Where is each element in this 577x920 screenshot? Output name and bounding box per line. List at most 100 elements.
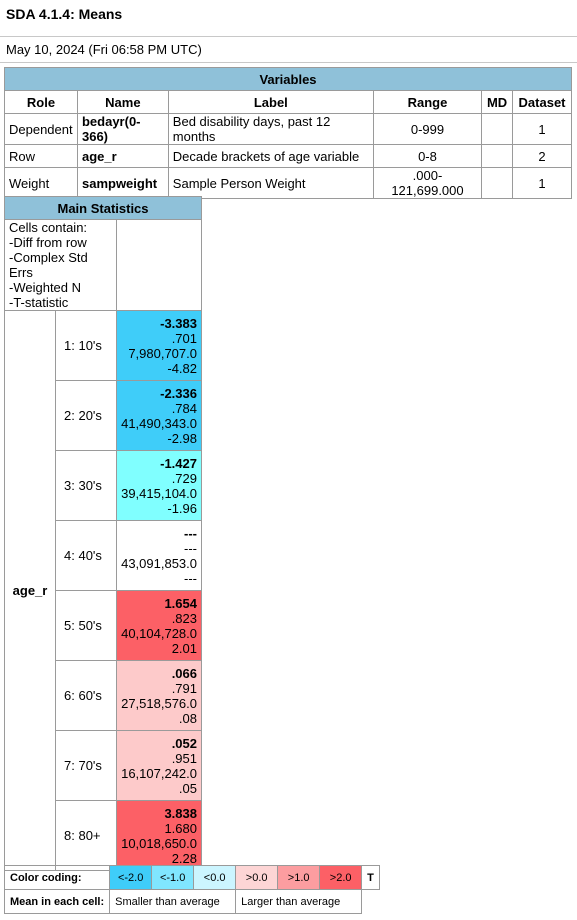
cells-contain-item: -Complex Std Errs bbox=[9, 250, 88, 280]
variables-table: Variables Role Name Label Range MD Datas… bbox=[4, 67, 572, 199]
cells-contain-item: -Diff from row bbox=[9, 235, 87, 250]
var-range: 0-999 bbox=[372, 113, 483, 145]
stat-cell: -1.427.729 39,415,104.0 -1.96 bbox=[116, 450, 202, 521]
row-label: 4: 40's bbox=[55, 520, 118, 591]
var-role: Dependent bbox=[4, 113, 78, 145]
cell-mean: .066 bbox=[171, 665, 197, 681]
cell-std-err: .729 bbox=[171, 470, 197, 486]
cell-mean: -3.383 bbox=[160, 315, 197, 331]
row-label: 7: 70's bbox=[55, 730, 118, 801]
page-header: SDA 4.1.4: Means bbox=[0, 0, 577, 37]
legend-swatch: <-1.0 bbox=[151, 865, 195, 890]
cell-t-stat: 2.01 bbox=[171, 640, 197, 656]
cell-t-stat: --- bbox=[184, 570, 197, 586]
stat-cell: .066.791 27,518,576.0.08 bbox=[116, 660, 202, 731]
t-label: T bbox=[361, 865, 380, 890]
smaller-than-average: Smaller than average bbox=[109, 889, 237, 914]
cell-mean: --- bbox=[184, 525, 197, 541]
main-caption: Main Statistics bbox=[4, 196, 202, 220]
stat-cell: -2.336.784 41,490,343.0 -2.98 bbox=[116, 380, 202, 451]
run-date: May 10, 2024 (Fri 06:58 PM UTC) bbox=[6, 42, 202, 57]
cell-weighted-n: 7,980,707.0 bbox=[128, 345, 197, 361]
stat-cell: --- --- 43,091,853.0 --- bbox=[116, 520, 202, 591]
row-label: 5: 50's bbox=[55, 590, 118, 661]
cells-contain-title: Cells contain: bbox=[9, 220, 88, 235]
cell-t-stat: -4.82 bbox=[167, 360, 197, 376]
cell-t-stat: 2.28 bbox=[171, 850, 197, 866]
row-label: 8: 80+ bbox=[55, 800, 118, 871]
row-label: 6: 60's bbox=[55, 660, 118, 731]
var-range: 0-8 bbox=[372, 144, 483, 168]
date-bar: May 10, 2024 (Fri 06:58 PM UTC) bbox=[0, 37, 577, 63]
cell-weighted-n: 27,518,576.0 bbox=[121, 695, 197, 711]
cell-mean: .052 bbox=[171, 735, 197, 751]
cell-weighted-n: 41,490,343.0 bbox=[121, 415, 197, 431]
var-dataset: 2 bbox=[512, 144, 572, 168]
blank-header-cell bbox=[116, 219, 202, 311]
cells-contain-item: -Weighted N bbox=[9, 280, 82, 295]
cell-std-err: .823 bbox=[171, 610, 197, 626]
row-label: 2: 20's bbox=[55, 380, 118, 451]
legend-swatch: <0.0 bbox=[193, 865, 237, 890]
color-coding-label: Color coding: bbox=[3, 865, 111, 890]
table-row: Row age_r Decade brackets of age variabl… bbox=[4, 144, 572, 168]
cells-contain-item: -T-statistic bbox=[9, 295, 69, 310]
cell-t-stat: .05 bbox=[178, 780, 197, 796]
cell-weighted-n: 10,018,650.0 bbox=[121, 835, 197, 851]
table-row: age_r 1: 10's -3.383.701 7,980,707.0 -4.82 bbox=[3, 310, 202, 871]
row-variable-label: age_r bbox=[3, 310, 57, 871]
legend-swatch: >1.0 bbox=[277, 865, 321, 890]
stat-cell: .052.951 16,107,242.0.05 bbox=[116, 730, 202, 801]
cell-std-err: 1.680 bbox=[164, 820, 197, 836]
legend-swatch: >0.0 bbox=[235, 865, 279, 890]
variables-caption: Variables bbox=[4, 67, 572, 91]
col-header-range: Range bbox=[372, 90, 483, 114]
main-statistics-table: Main Statistics Cells contain: -Diff fro… bbox=[3, 196, 202, 871]
cell-t-stat: -2.98 bbox=[167, 430, 197, 446]
color-legend: Color coding: <-2.0 <-1.0 <0.0 >0.0 >1.0… bbox=[3, 865, 380, 914]
cell-t-stat: -1.96 bbox=[167, 500, 197, 516]
legend-swatch: <-2.0 bbox=[109, 865, 153, 890]
table-row: 5: 50's 1.654.823 40,104,728.0 2.01 bbox=[5, 590, 202, 661]
row-label: 3: 30's bbox=[55, 450, 118, 521]
var-name: bedayr(0-366) bbox=[76, 113, 169, 145]
cell-std-err: .791 bbox=[171, 680, 197, 696]
var-dataset: 1 bbox=[512, 113, 572, 145]
stat-cell: 3.838 1.680 10,018,650.0 2.28 bbox=[116, 800, 202, 871]
stat-cell: -3.383.701 7,980,707.0 -4.82 bbox=[116, 310, 202, 381]
cell-mean: -2.336 bbox=[160, 385, 197, 401]
cell-weighted-n: 39,415,104.0 bbox=[121, 485, 197, 501]
mean-label: Mean in each cell: bbox=[3, 889, 111, 914]
page-title: SDA 4.1.4: Means bbox=[6, 6, 123, 22]
col-header-label: Label bbox=[167, 90, 374, 114]
cell-std-err: --- bbox=[184, 540, 197, 556]
stat-cell: 1.654.823 40,104,728.0 2.01 bbox=[116, 590, 202, 661]
var-label: Sample Person Weight bbox=[167, 167, 374, 199]
cell-std-err: .701 bbox=[171, 330, 197, 346]
var-name: sampweight bbox=[76, 167, 169, 199]
cell-mean: 3.838 bbox=[164, 805, 197, 821]
cells-contain-legend: Cells contain: -Diff from row -Complex S… bbox=[3, 219, 118, 311]
legend-swatch: >2.0 bbox=[319, 865, 363, 890]
var-name: age_r bbox=[76, 144, 169, 168]
table-row: 2: 20's -2.336.784 41,490,343.0 -2.98 bbox=[5, 380, 202, 451]
table-row: 6: 60's .066.791 27,518,576.0.08 bbox=[5, 660, 202, 731]
table-row: 7: 70's .052.951 16,107,242.0.05 bbox=[5, 730, 202, 801]
cell-weighted-n: 40,104,728.0 bbox=[121, 625, 197, 641]
cell-mean: -1.427 bbox=[160, 455, 197, 471]
cell-weighted-n: 43,091,853.0 bbox=[121, 555, 197, 571]
cell-weighted-n: 16,107,242.0 bbox=[121, 765, 197, 781]
var-range: .000-121,699.000 bbox=[372, 167, 483, 199]
larger-than-average: Larger than average bbox=[235, 889, 363, 914]
col-header-dataset: Dataset bbox=[512, 90, 572, 114]
var-md bbox=[481, 144, 514, 168]
var-role: Weight bbox=[4, 167, 78, 199]
cell-mean: 1.654 bbox=[164, 595, 197, 611]
var-role: Row bbox=[4, 144, 78, 168]
cell-std-err: .784 bbox=[171, 400, 197, 416]
table-row: Dependent bedayr(0-366) Bed disability d… bbox=[4, 113, 572, 145]
row-label: 1: 10's bbox=[55, 310, 118, 381]
cell-t-stat: .08 bbox=[178, 710, 197, 726]
var-label: Bed disability days, past 12 months bbox=[167, 113, 374, 145]
table-row: 3: 30's -1.427.729 39,415,104.0 -1.96 bbox=[5, 450, 202, 521]
